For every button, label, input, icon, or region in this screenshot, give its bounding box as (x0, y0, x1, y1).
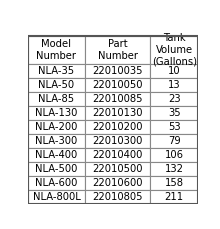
Text: NLA-500: NLA-500 (35, 164, 78, 174)
Bar (86, 190, 150, 204)
Bar (86, 36, 150, 64)
Text: 22010035: 22010035 (93, 66, 143, 76)
Text: NLA-35: NLA-35 (38, 66, 75, 76)
Text: NLA-400: NLA-400 (35, 150, 78, 160)
Bar (150, 190, 198, 204)
Bar (86, 120, 150, 134)
Text: NLA-50: NLA-50 (38, 80, 75, 90)
Bar (28, 120, 86, 134)
Bar (150, 36, 198, 64)
Bar (150, 120, 198, 134)
Text: 22010805: 22010805 (93, 192, 143, 202)
Bar (150, 78, 198, 92)
Text: 106: 106 (165, 150, 184, 160)
Text: 10: 10 (168, 66, 180, 76)
Text: 79: 79 (168, 136, 180, 146)
Bar (86, 106, 150, 120)
Text: NLA-600: NLA-600 (35, 178, 78, 188)
Text: 211: 211 (165, 192, 184, 202)
Text: Tank
Volume
(Gallons): Tank Volume (Gallons) (152, 33, 197, 67)
Text: 22010400: 22010400 (93, 150, 143, 160)
Bar (150, 162, 198, 176)
Bar (28, 36, 86, 64)
Bar (150, 176, 198, 190)
Text: NLA-130: NLA-130 (35, 108, 78, 118)
Bar (150, 64, 198, 78)
Text: Part
Number: Part Number (98, 39, 138, 61)
Bar (28, 176, 86, 190)
Text: NLA-300: NLA-300 (35, 136, 78, 146)
Bar (28, 134, 86, 148)
Bar (150, 134, 198, 148)
Text: NLA-800L: NLA-800L (33, 192, 80, 202)
Bar (28, 92, 86, 106)
Text: 23: 23 (168, 94, 180, 104)
Bar (28, 78, 86, 92)
Bar (86, 64, 150, 78)
Text: NLA-85: NLA-85 (38, 94, 75, 104)
Bar (150, 92, 198, 106)
Bar (86, 176, 150, 190)
Bar (86, 92, 150, 106)
Text: 22010085: 22010085 (93, 94, 143, 104)
Bar (86, 148, 150, 162)
Text: 22010130: 22010130 (93, 108, 143, 118)
Text: 35: 35 (168, 108, 180, 118)
Bar (28, 64, 86, 78)
Bar (28, 162, 86, 176)
Text: 22010050: 22010050 (93, 80, 143, 90)
Text: 22010200: 22010200 (93, 122, 143, 132)
Text: NLA-200: NLA-200 (35, 122, 78, 132)
Text: 22010500: 22010500 (93, 164, 143, 174)
Text: 22010300: 22010300 (93, 136, 143, 146)
Bar (28, 190, 86, 204)
Text: 22010600: 22010600 (93, 178, 143, 188)
Text: 158: 158 (165, 178, 184, 188)
Text: 13: 13 (168, 80, 180, 90)
Text: 132: 132 (165, 164, 184, 174)
Bar (150, 148, 198, 162)
Bar (150, 106, 198, 120)
Bar (86, 162, 150, 176)
Text: Model
Number: Model Number (37, 39, 77, 61)
Bar (28, 106, 86, 120)
Bar (86, 134, 150, 148)
Bar (86, 78, 150, 92)
Bar (28, 148, 86, 162)
Text: 53: 53 (168, 122, 180, 132)
